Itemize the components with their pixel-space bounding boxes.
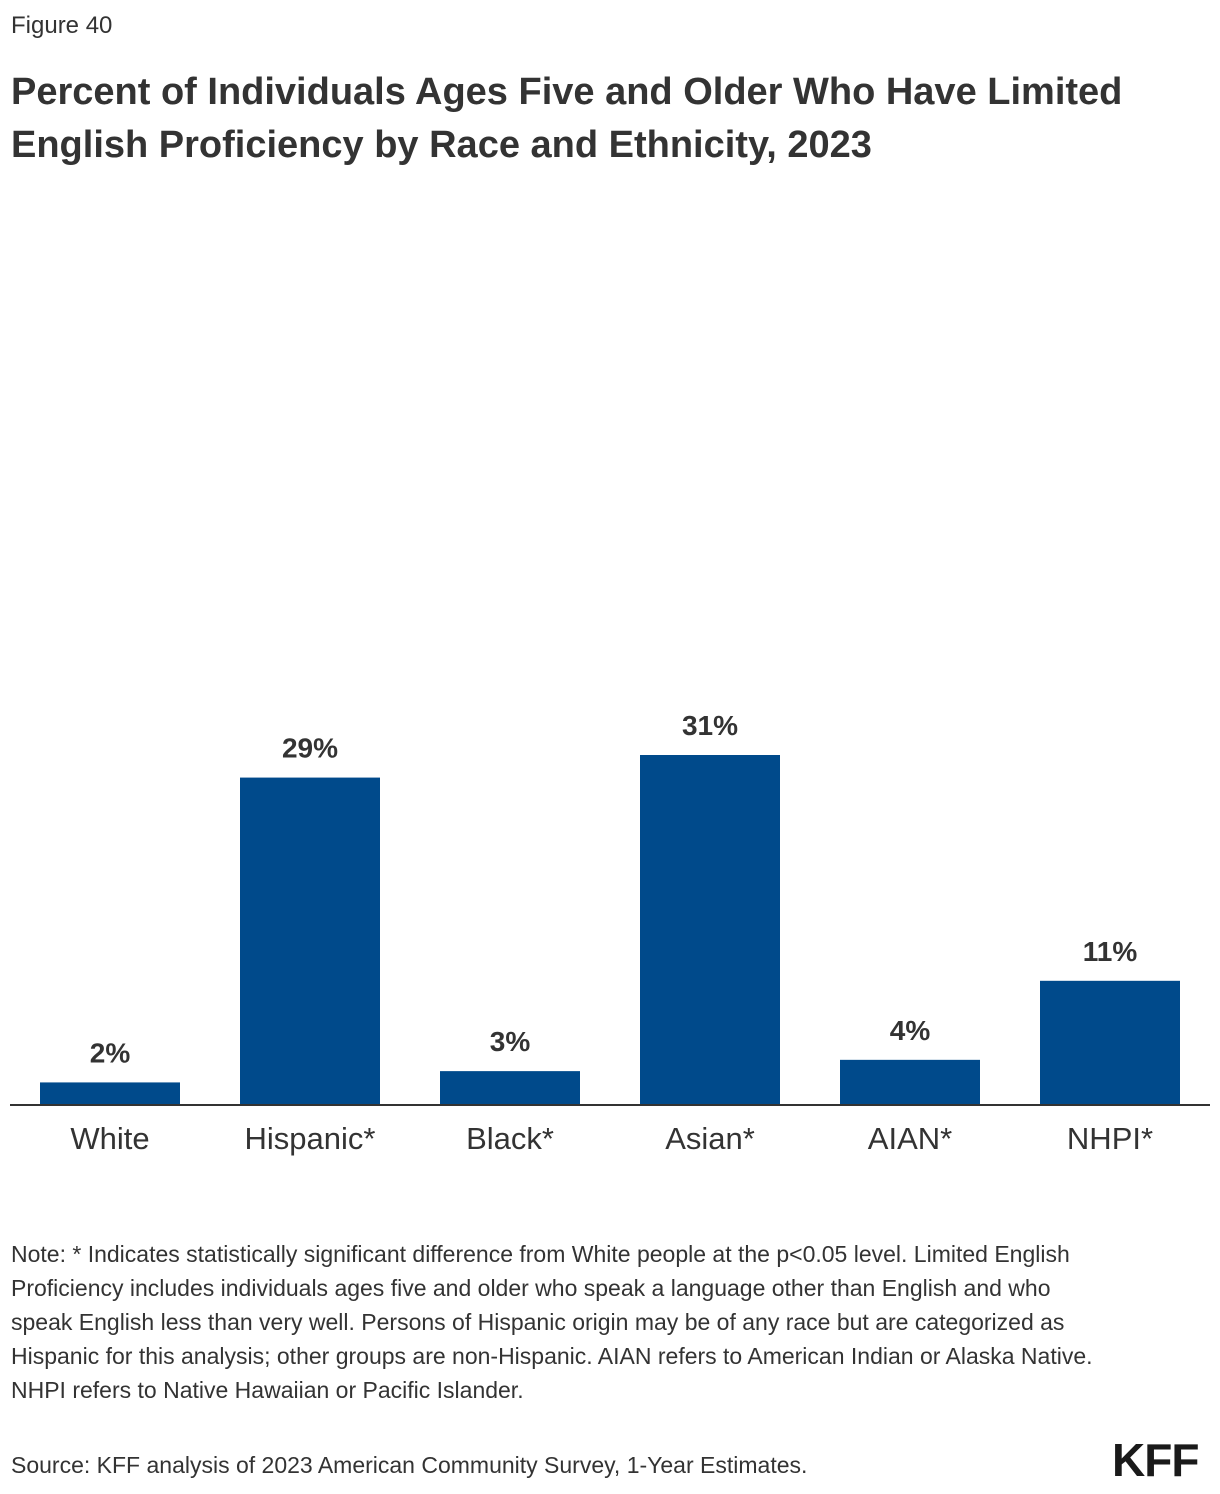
value-label: 2% <box>90 1037 131 1068</box>
bar-aian <box>840 1059 980 1105</box>
category-label: Black* <box>466 1121 554 1156</box>
figure-label: Figure 40 <box>11 12 113 39</box>
chart-source: Source: KFF analysis of 2023 American Co… <box>11 1452 808 1478</box>
bar-nhpi <box>1040 980 1180 1105</box>
bar-white <box>40 1082 180 1105</box>
bar-asian <box>640 755 780 1105</box>
category-label: White <box>70 1121 149 1156</box>
value-label: 3% <box>490 1026 531 1057</box>
category-label: AIAN* <box>868 1121 952 1156</box>
value-label: 31% <box>682 710 738 741</box>
category-label: Hispanic* <box>245 1121 376 1156</box>
value-label: 29% <box>282 733 338 764</box>
category-labels-group: White Hispanic* Black* Asian* AIAN* NHPI* <box>70 1121 1153 1156</box>
bars-group <box>40 755 1180 1105</box>
value-labels-group: 2% 29% 3% 31% 4% 11% <box>90 710 1138 1068</box>
category-label: Asian* <box>665 1121 755 1156</box>
bar-black <box>440 1071 580 1105</box>
bar-hispanic <box>240 777 380 1105</box>
value-label: 4% <box>890 1015 931 1046</box>
chart-title: Percent of Individuals Ages Five and Old… <box>11 71 1123 166</box>
chart-note: Note: * Indicates statistically signific… <box>11 1241 1093 1403</box>
category-label: NHPI* <box>1067 1121 1153 1156</box>
bar-chart: 2% 29% 3% 31% 4% 11% White Hispanic* Black* Asia… <box>10 710 1210 1156</box>
kff-logo: KFF <box>1112 1434 1199 1486</box>
value-label: 11% <box>1083 936 1138 967</box>
